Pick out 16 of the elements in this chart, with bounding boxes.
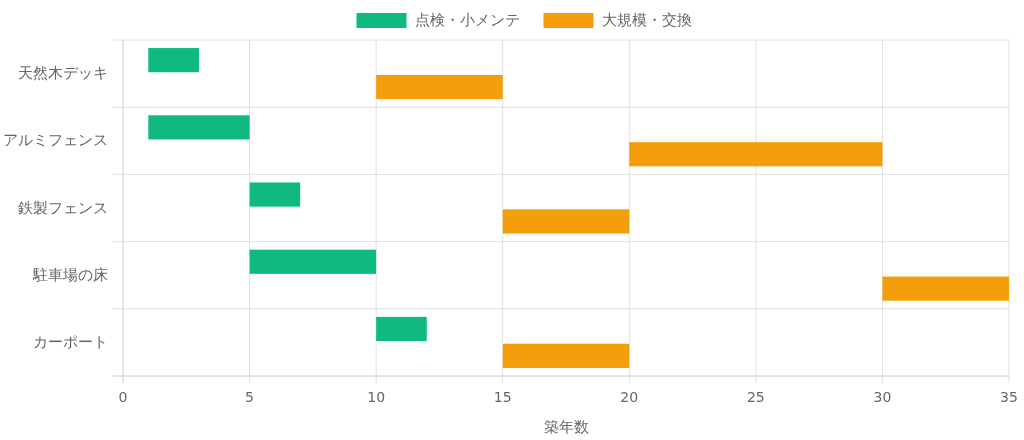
xtick: 35 (1000, 389, 1018, 405)
ytick: 天然木デッキ (18, 64, 108, 83)
ytick: カーポート (33, 332, 108, 351)
xlabel: 築年数 (543, 417, 589, 436)
xtick: 0 (118, 389, 128, 405)
xtick: 25 (746, 389, 765, 405)
ytick: 鉄製フェンス (18, 198, 108, 217)
xtick: 5 (245, 389, 255, 405)
ytick: 駐車場の床 (33, 265, 108, 284)
xtick: 30 (873, 389, 892, 405)
xtick: 15 (493, 389, 512, 405)
ytick: アルミフェンス (3, 131, 108, 150)
xtick: 10 (367, 389, 386, 405)
xtick: 20 (620, 389, 639, 405)
legend-label: 大規模・交換 (601, 10, 692, 29)
legend-label: 点検・小メンテ (414, 10, 520, 29)
